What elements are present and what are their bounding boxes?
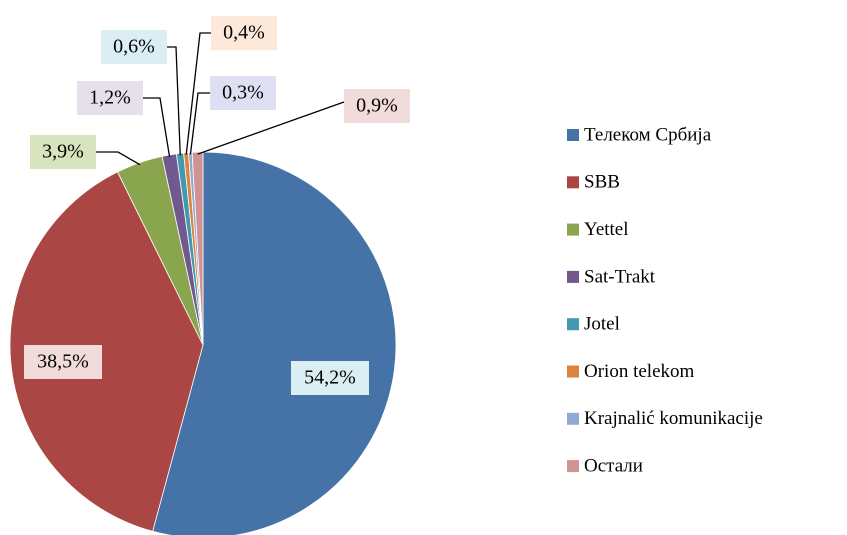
pie-slice: [9, 171, 204, 532]
leader-line: [167, 46, 181, 156]
leader-line: [189, 92, 210, 155]
leader-line: [197, 101, 345, 155]
data-label-box: [210, 76, 276, 110]
legend-label: Телеком Србија: [584, 124, 712, 145]
legend-swatch: [567, 176, 579, 189]
data-label-box: [30, 135, 96, 169]
data-label: 0,4%: [223, 22, 265, 44]
legend-swatch: [567, 365, 579, 378]
legend-label: Yettel: [584, 219, 629, 240]
pie-slice: [152, 151, 397, 535]
legend-label: Остали: [584, 455, 643, 476]
legend-swatch: [567, 318, 579, 331]
leader-line: [96, 151, 141, 166]
data-label: 1,2%: [89, 87, 131, 109]
legend-swatch: [567, 460, 579, 473]
legend-swatch: [567, 412, 579, 425]
legend-label: Sat-Trakt: [584, 266, 656, 287]
data-label-box: [24, 345, 102, 379]
data-label: 0,9%: [356, 95, 398, 117]
legend-label: SBB: [584, 172, 620, 193]
legend-swatch: [567, 223, 579, 236]
legend-swatch: [567, 270, 579, 283]
legend-label: Krajnalić komunikacije: [584, 408, 763, 429]
data-label: 3,9%: [42, 141, 84, 163]
legend-label: Orion telekom: [584, 361, 695, 382]
data-label-box: [344, 89, 410, 123]
data-label-box: [211, 16, 277, 50]
legend-label: Jotel: [584, 314, 620, 335]
data-label-box: [291, 361, 369, 395]
data-label-box: [77, 81, 143, 115]
data-label: 38,5%: [37, 351, 89, 373]
leader-line: [185, 32, 211, 155]
leader-line: [143, 97, 171, 158]
data-label-box: [101, 30, 167, 64]
data-label: 0,3%: [222, 82, 264, 104]
legend-swatch: [567, 129, 579, 141]
data-label: 54,2%: [304, 367, 356, 389]
data-label: 0,6%: [113, 36, 155, 58]
